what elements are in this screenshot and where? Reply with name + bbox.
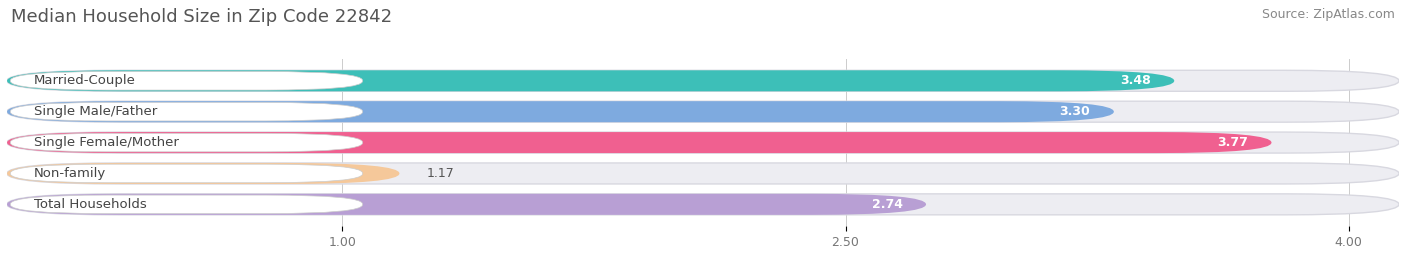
FancyBboxPatch shape — [7, 101, 1114, 122]
Text: 3.77: 3.77 — [1218, 136, 1249, 149]
FancyBboxPatch shape — [7, 132, 1271, 153]
FancyBboxPatch shape — [10, 195, 363, 214]
FancyBboxPatch shape — [7, 101, 1399, 122]
Text: 1.17: 1.17 — [426, 167, 454, 180]
Text: Married-Couple: Married-Couple — [34, 74, 136, 87]
Text: 2.74: 2.74 — [872, 198, 903, 211]
FancyBboxPatch shape — [10, 102, 363, 121]
Text: Median Household Size in Zip Code 22842: Median Household Size in Zip Code 22842 — [11, 8, 392, 26]
FancyBboxPatch shape — [7, 70, 1174, 91]
FancyBboxPatch shape — [7, 194, 1399, 215]
FancyBboxPatch shape — [10, 72, 363, 90]
Text: Single Female/Mother: Single Female/Mother — [34, 136, 179, 149]
FancyBboxPatch shape — [7, 70, 1399, 91]
Text: Non-family: Non-family — [34, 167, 105, 180]
FancyBboxPatch shape — [7, 163, 399, 184]
FancyBboxPatch shape — [10, 133, 363, 152]
FancyBboxPatch shape — [7, 163, 1399, 184]
FancyBboxPatch shape — [7, 194, 927, 215]
Text: 3.48: 3.48 — [1121, 74, 1150, 87]
FancyBboxPatch shape — [10, 164, 363, 183]
Text: 3.30: 3.30 — [1060, 105, 1091, 118]
FancyBboxPatch shape — [7, 132, 1399, 153]
Text: Total Households: Total Households — [34, 198, 146, 211]
Text: Source: ZipAtlas.com: Source: ZipAtlas.com — [1261, 8, 1395, 21]
Text: Single Male/Father: Single Male/Father — [34, 105, 157, 118]
